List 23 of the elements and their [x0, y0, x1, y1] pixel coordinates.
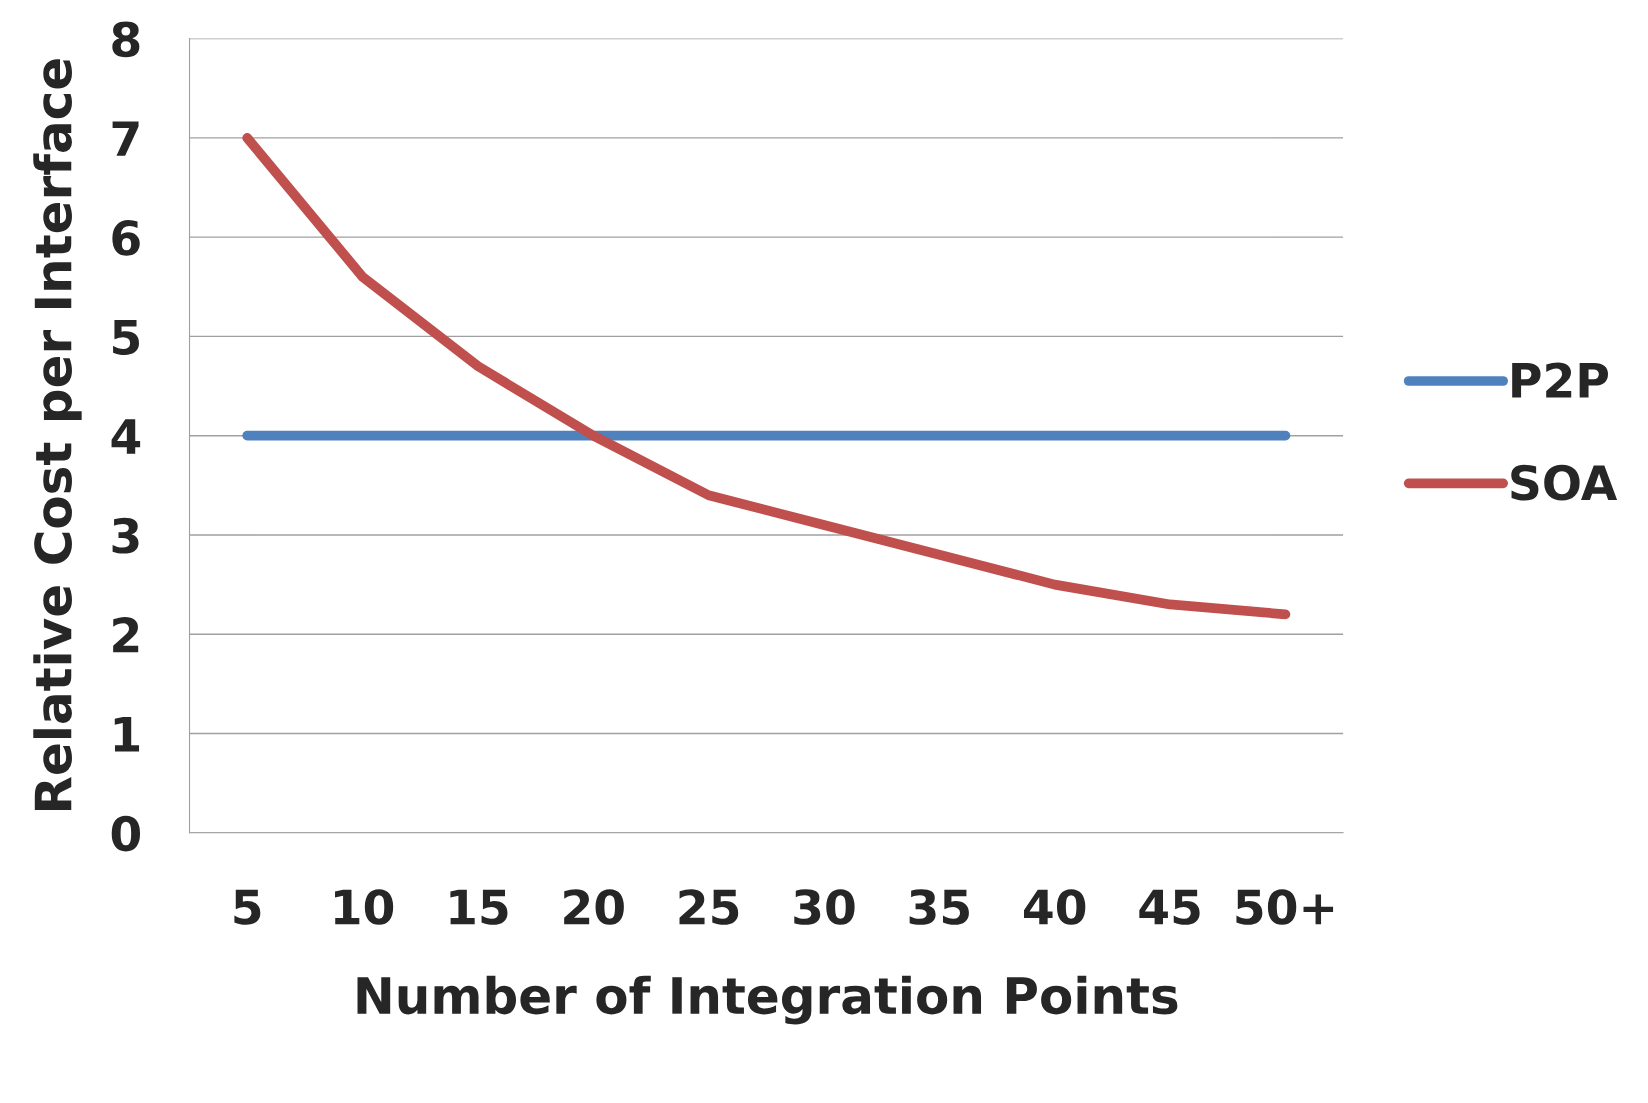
- legend-label: P2P: [1512, 362, 1608, 398]
- y-tick-label: 6: [112, 220, 140, 256]
- y-tick-label: 0: [111, 815, 141, 852]
- x-tick-label: 25: [679, 889, 739, 925]
- y-tick-label: 2: [113, 617, 139, 653]
- x-tick-label: 30: [794, 889, 855, 925]
- x-tick-label: 40: [1023, 889, 1086, 925]
- x-tick-label: 50+: [1236, 889, 1334, 925]
- x-tick-label: 10: [335, 889, 394, 925]
- legend-label: SOA: [1511, 464, 1618, 501]
- x-tick-label: 20: [564, 889, 624, 925]
- x-tick-label: 35: [909, 889, 969, 925]
- y-tick-label: 5: [113, 319, 139, 356]
- y-tick-label: 7: [112, 121, 139, 156]
- y-tick-label: 4: [111, 419, 141, 454]
- y-tick-label: 3: [112, 517, 139, 554]
- x-tick-label: 45: [1139, 889, 1200, 925]
- x-tick-label: 15: [450, 889, 508, 925]
- x-axis-title: Number of Integration Points: [357, 975, 1178, 1025]
- y-tick-label: 1: [114, 717, 140, 752]
- y-tick-label: 8: [112, 21, 140, 58]
- x-tick-label: 5: [234, 889, 261, 925]
- y-axis-title: Relative Cost per Interface: [33, 59, 82, 811]
